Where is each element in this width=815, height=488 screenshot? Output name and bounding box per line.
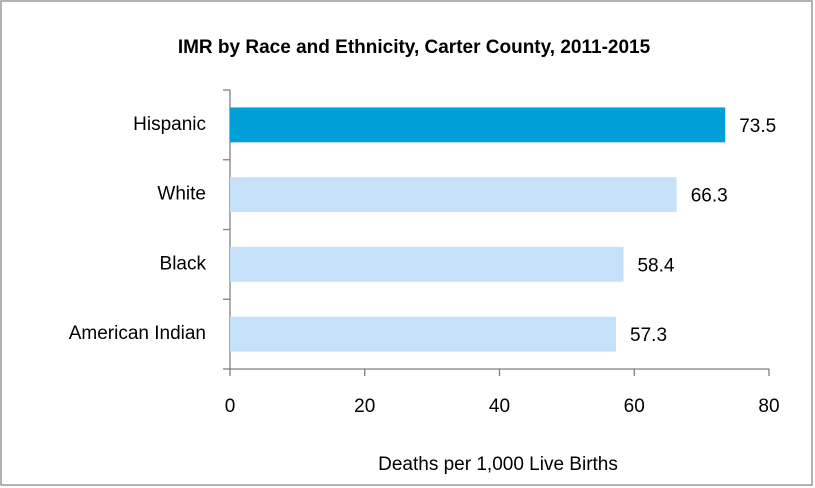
value-label: 73.5 [739, 116, 776, 137]
value-label: 58.4 [637, 255, 674, 276]
value-label: 66.3 [691, 186, 728, 207]
x-tick-label: 80 [758, 396, 779, 417]
y-tick-label: Black [160, 253, 207, 274]
bar [230, 246, 624, 282]
bar [230, 316, 617, 352]
y-tick-label: American Indian [69, 323, 206, 344]
x-tick-label: 20 [354, 396, 375, 417]
x-tick-label: 40 [489, 396, 510, 417]
bar [230, 107, 726, 143]
x-axis-label: Deaths per 1,000 Live Births [378, 454, 618, 475]
x-tick-label: 60 [624, 396, 645, 417]
x-tick-label: 0 [225, 396, 236, 417]
y-tick-label: Hispanic [133, 114, 206, 135]
bar [230, 177, 677, 213]
y-tick-label: White [157, 184, 206, 205]
chart-title: IMR by Race and Ethnicity, Carter County… [178, 37, 651, 58]
value-label: 57.3 [630, 325, 667, 346]
